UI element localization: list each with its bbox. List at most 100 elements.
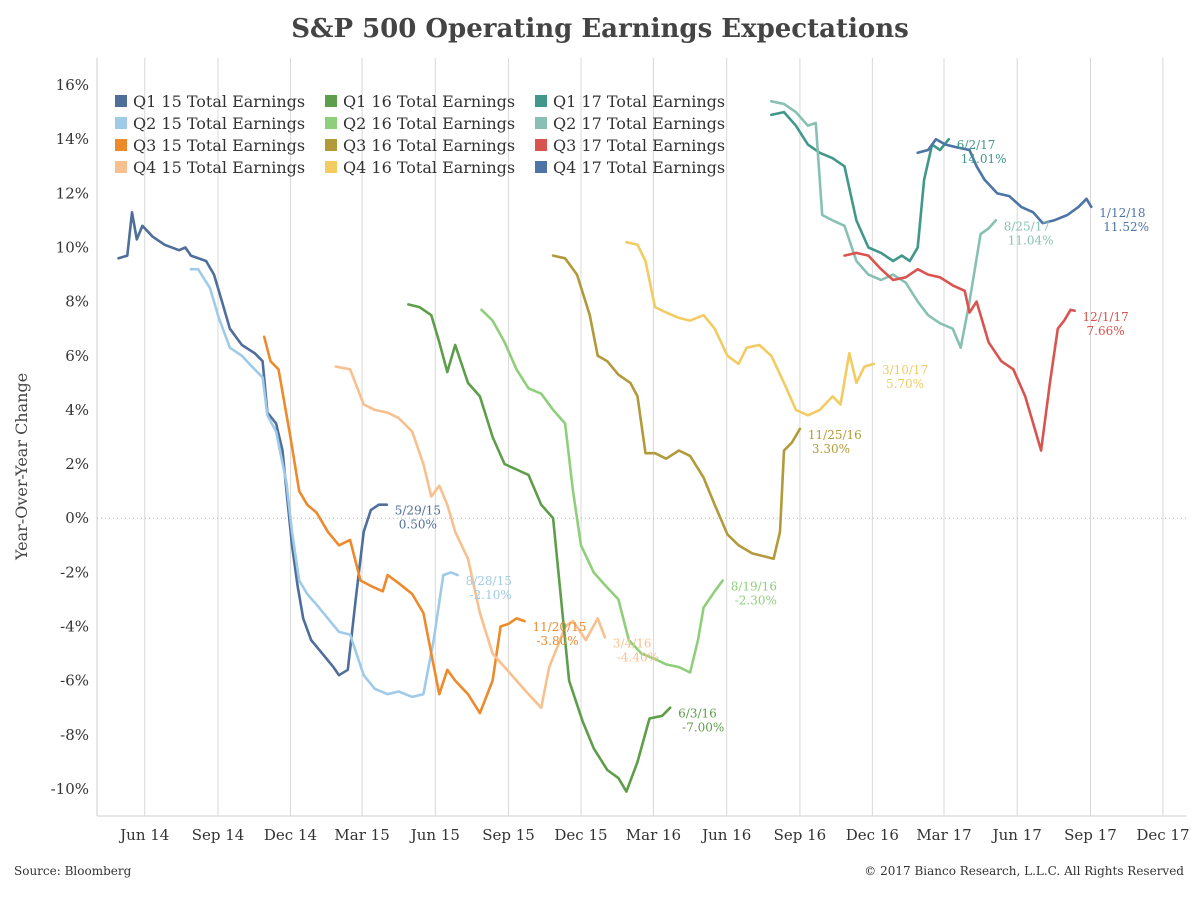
- series-end-label: 3/4/16-4.40%: [613, 636, 659, 664]
- end-date-label: 6/3/16: [678, 707, 717, 721]
- y-tick-label: -4%: [60, 618, 89, 636]
- series-end-label: 8/28/15-2.10%: [466, 574, 512, 602]
- end-date-label: 3/4/16: [613, 636, 652, 650]
- x-tick-label: Dec 16: [846, 826, 899, 844]
- end-value-label: -4.40%: [617, 650, 659, 664]
- source-note: Source: Bloomberg: [14, 864, 132, 878]
- x-tick-label: Sep 16: [774, 826, 827, 844]
- y-tick-label: 4%: [65, 401, 89, 419]
- end-value-label: 7.66%: [1087, 324, 1125, 338]
- series-line: [480, 308, 724, 674]
- series-line: [843, 251, 1076, 452]
- legend-label: Q2 17 Total Earnings: [553, 114, 725, 133]
- legend-label: Q3 16 Total Earnings: [343, 136, 515, 155]
- x-tick-label: Dec 15: [554, 826, 607, 844]
- legend-item: Q2 17 Total Earnings: [535, 114, 725, 133]
- end-date-label: 8/25/17: [1004, 219, 1050, 233]
- end-value-label: -7.00%: [682, 721, 724, 735]
- legend-swatch: [535, 139, 547, 151]
- y-tick-label: 2%: [65, 455, 89, 473]
- series-end-label: 8/19/16-2.30%: [731, 579, 777, 607]
- end-value-label: 5.70%: [886, 377, 924, 391]
- legend-item: Q1 15 Total Earnings: [115, 92, 305, 111]
- end-date-label: 12/1/17: [1083, 310, 1129, 324]
- y-tick-label: 0%: [65, 509, 89, 527]
- series-end-label: 11/25/163.30%: [808, 428, 862, 456]
- end-value-label: 14.01%: [961, 152, 1007, 166]
- series-end-label: 11/20/15-3.80%: [532, 620, 586, 648]
- legend: Q1 15 Total Earnings Q2 15 Total Earnings…: [115, 92, 725, 177]
- end-date-label: 5/29/15: [395, 504, 441, 518]
- series-line: [551, 254, 802, 561]
- legend-item: Q3 15 Total Earnings: [115, 136, 305, 155]
- legend-label: Q4 16 Total Earnings: [343, 158, 515, 177]
- x-tick-label: Mar 16: [626, 826, 681, 844]
- y-tick-label: -2%: [60, 563, 89, 581]
- legend-item: Q4 16 Total Earnings: [325, 158, 515, 177]
- legend-item: Q2 15 Total Earnings: [115, 114, 305, 133]
- y-axis-label: Year-Over-Year Change: [12, 372, 31, 560]
- legend-label: Q3 17 Total Earnings: [553, 136, 725, 155]
- y-tick-label: 12%: [56, 184, 89, 202]
- x-tick-label: Jun 16: [700, 826, 751, 844]
- legend-label: Q2 16 Total Earnings: [343, 114, 515, 133]
- series-line: [916, 137, 1093, 225]
- legend-label: Q3 15 Total Earnings: [133, 136, 305, 155]
- legend-swatch: [535, 161, 547, 173]
- end-date-label: 11/20/15: [532, 620, 586, 634]
- x-tick-label: Jun 14: [118, 826, 169, 844]
- x-tick-label: Sep 17: [1064, 826, 1117, 844]
- chart-title: S&P 500 Operating Earnings Expectations: [291, 14, 909, 44]
- legend-item: Q3 16 Total Earnings: [325, 136, 515, 155]
- series-line: [262, 335, 526, 715]
- legend-swatch: [535, 95, 547, 107]
- end-date-label: 3/10/17: [882, 363, 928, 377]
- x-tick-label: Mar 17: [916, 826, 971, 844]
- x-tick-label: Mar 15: [334, 826, 389, 844]
- end-value-label: 11.52%: [1103, 220, 1149, 234]
- legend-swatch: [535, 117, 547, 129]
- series-line: [625, 240, 876, 417]
- series-line: [770, 110, 951, 263]
- legend-swatch: [115, 161, 127, 173]
- y-tick-label: 16%: [56, 76, 89, 94]
- series-end-label: 6/3/16-7.00%: [678, 707, 724, 735]
- end-value-label: 0.50%: [399, 518, 437, 532]
- legend-label: Q1 17 Total Earnings: [553, 92, 725, 111]
- legend-swatch: [325, 161, 337, 173]
- x-tick-label: Dec 17: [1136, 826, 1189, 844]
- y-tick-label: -6%: [60, 672, 89, 690]
- legend-swatch: [115, 117, 127, 129]
- end-date-label: 6/2/17: [957, 138, 996, 152]
- end-date-label: 11/25/16: [808, 428, 862, 442]
- end-value-label: -2.10%: [470, 588, 512, 602]
- series-line: [189, 267, 459, 699]
- legend-swatch: [325, 95, 337, 107]
- y-tick-label: -8%: [60, 726, 89, 744]
- y-tick-label: 6%: [65, 347, 89, 365]
- end-date-label: 8/19/16: [731, 579, 777, 593]
- legend-label: Q1 16 Total Earnings: [343, 92, 515, 111]
- legend-item: Q1 16 Total Earnings: [325, 92, 515, 111]
- end-value-label: -3.80%: [536, 634, 578, 648]
- legend-label: Q2 15 Total Earnings: [133, 114, 305, 133]
- legend-item: Q4 17 Total Earnings: [535, 158, 725, 177]
- x-tick-label: Jun 15: [409, 826, 460, 844]
- end-value-label: -2.30%: [735, 593, 777, 607]
- legend-label: Q4 15 Total Earnings: [133, 158, 305, 177]
- series-lines: [117, 100, 1093, 793]
- series-line: [770, 100, 997, 349]
- end-date-label: 8/28/15: [466, 574, 512, 588]
- legend-item: Q1 17 Total Earnings: [535, 92, 725, 111]
- series-end-label: 5/29/150.50%: [395, 504, 441, 532]
- series-end-label: 12/1/177.66%: [1083, 310, 1129, 338]
- end-value-label: 11.04%: [1008, 233, 1054, 247]
- legend-swatch: [325, 139, 337, 151]
- legend-item: Q3 17 Total Earnings: [535, 136, 725, 155]
- legend-label: Q4 17 Total Earnings: [553, 158, 725, 177]
- x-tick-label: Sep 15: [482, 826, 535, 844]
